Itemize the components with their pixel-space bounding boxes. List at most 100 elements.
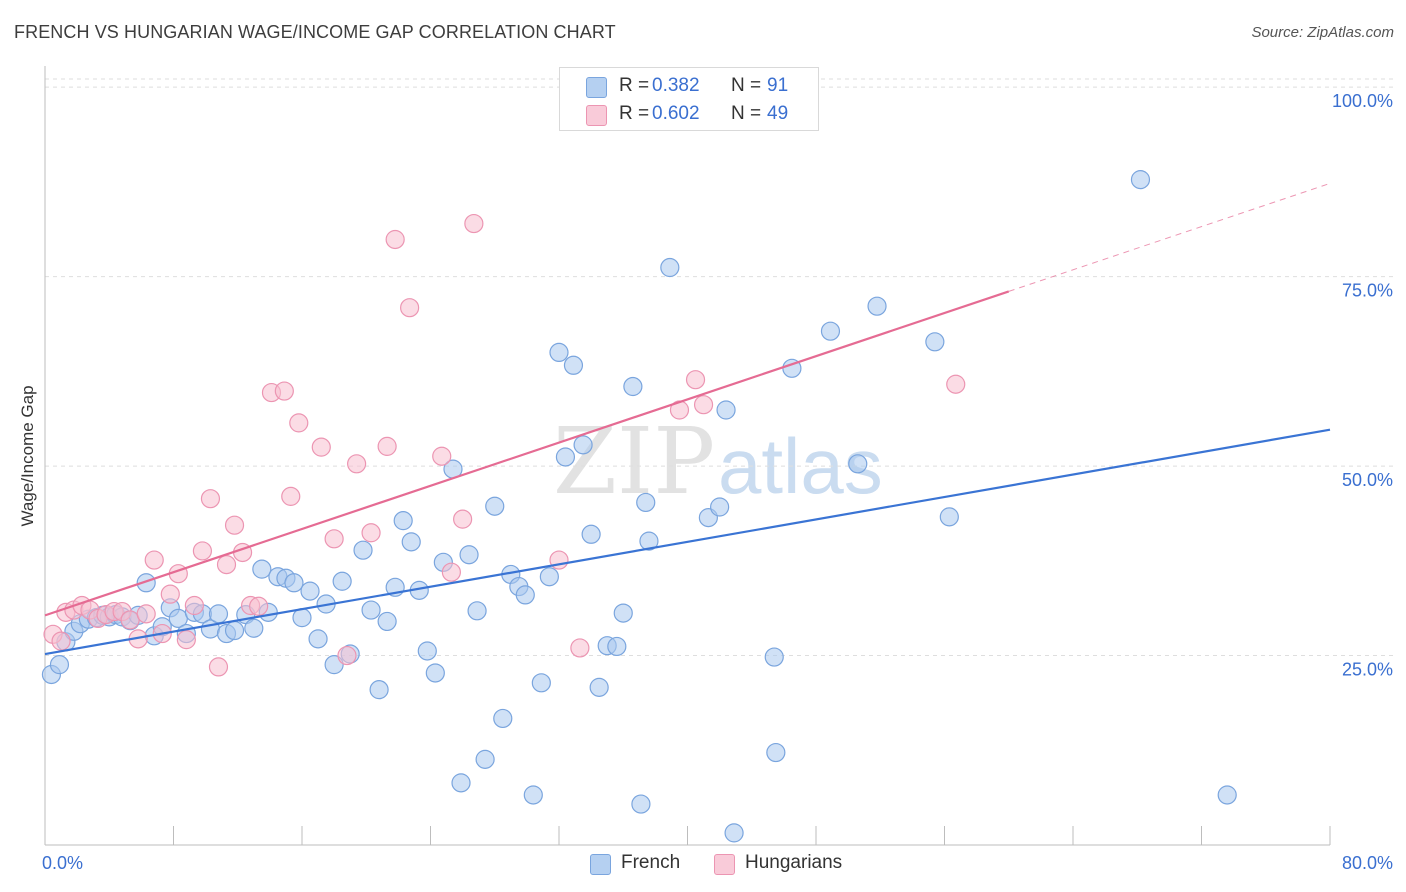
point-french xyxy=(252,559,272,579)
n-label: N = xyxy=(731,103,762,124)
y-tick-label: 25.0% xyxy=(1342,660,1393,680)
n-value: 49 xyxy=(767,103,789,124)
point-french xyxy=(1217,785,1237,805)
y-axis-label: Wage/Income Gap xyxy=(18,385,37,527)
point-hungarians xyxy=(281,486,301,506)
point-hungarians xyxy=(441,562,461,582)
point-french xyxy=(308,629,328,649)
point-french xyxy=(49,655,70,675)
point-hungarians xyxy=(361,523,381,543)
point-hungarians xyxy=(144,550,164,570)
point-hungarians xyxy=(184,595,204,616)
point-french xyxy=(563,355,584,375)
point-french xyxy=(581,524,601,544)
point-french xyxy=(589,677,609,697)
point-french xyxy=(631,794,651,814)
stats-legend: R = 0.382 N = 91 R = 0.602 N = 49 xyxy=(559,67,819,131)
hungarians-swatch xyxy=(586,105,607,126)
point-french xyxy=(475,749,495,769)
point-french xyxy=(515,585,535,605)
trend-lines xyxy=(44,182,1331,656)
point-hungarians xyxy=(224,515,245,535)
point-french xyxy=(549,342,569,363)
point-hungarians xyxy=(176,630,196,650)
point-french xyxy=(244,618,264,638)
r-value: 0.602 xyxy=(652,103,700,124)
point-french xyxy=(716,400,736,420)
data-points xyxy=(41,170,1237,843)
point-french xyxy=(401,532,421,552)
point-hungarians xyxy=(311,437,331,457)
point-french xyxy=(459,545,479,565)
hungarians-swatch xyxy=(714,854,735,875)
point-french xyxy=(939,507,959,527)
point-french xyxy=(1130,170,1151,190)
x-tick-label: 0.0% xyxy=(42,853,83,873)
point-french xyxy=(136,573,156,593)
point-french xyxy=(417,641,437,661)
point-french xyxy=(724,823,744,843)
point-hungarians xyxy=(464,213,484,234)
n-value: 91 xyxy=(767,75,789,96)
point-hungarians xyxy=(685,370,706,390)
point-french xyxy=(636,492,656,513)
point-hungarians xyxy=(377,436,397,456)
point-french xyxy=(660,257,680,278)
n-label: N = xyxy=(731,75,762,96)
point-hungarians xyxy=(693,395,714,415)
point-hungarians xyxy=(216,554,237,575)
point-french xyxy=(361,600,381,620)
point-hungarians xyxy=(385,229,405,250)
point-hungarians xyxy=(400,298,420,318)
series-french xyxy=(41,170,1237,843)
trend-extension-hungarians xyxy=(1008,182,1331,292)
point-hungarians xyxy=(192,541,213,561)
point-french xyxy=(766,742,786,763)
x-tick-label: 80.0% xyxy=(1342,853,1393,873)
point-hungarians xyxy=(274,381,294,401)
trend-line-hungarians xyxy=(44,290,1010,617)
point-hungarians xyxy=(946,374,966,394)
point-hungarians xyxy=(51,631,71,651)
french-swatch xyxy=(586,77,607,98)
point-french xyxy=(224,620,245,641)
point-french xyxy=(607,636,627,657)
point-french xyxy=(539,567,559,587)
point-french xyxy=(369,680,389,700)
point-hungarians xyxy=(249,596,269,616)
point-french xyxy=(451,773,471,793)
point-french xyxy=(353,540,373,560)
point-hungarians xyxy=(453,509,473,529)
point-french xyxy=(493,708,513,729)
point-hungarians xyxy=(337,645,357,666)
point-french xyxy=(925,332,945,352)
point-french xyxy=(555,447,576,467)
point-hungarians xyxy=(289,413,309,433)
point-french xyxy=(425,663,445,683)
point-hungarians xyxy=(208,657,229,677)
y-tick-label: 100.0% xyxy=(1332,91,1393,111)
point-hungarians xyxy=(136,604,156,624)
point-french xyxy=(764,647,784,667)
point-hungarians xyxy=(324,529,344,549)
french-swatch xyxy=(590,854,611,875)
point-french xyxy=(531,673,551,693)
r-value: 0.382 xyxy=(652,75,700,96)
point-french xyxy=(710,497,730,517)
axes xyxy=(44,66,1331,846)
point-french xyxy=(848,454,868,474)
point-hungarians xyxy=(200,489,221,509)
point-french xyxy=(467,601,487,621)
point-hungarians xyxy=(120,610,140,630)
point-french xyxy=(639,531,659,551)
point-french xyxy=(332,571,352,591)
point-french xyxy=(613,603,633,623)
tick-labels: 25.0% 50.0% 75.0% 100.0% 0.0% 80.0% xyxy=(42,91,1393,873)
y-tick-label: 50.0% xyxy=(1342,470,1393,490)
point-french xyxy=(523,785,543,805)
point-french xyxy=(623,376,643,397)
point-french xyxy=(393,511,413,531)
gridlines xyxy=(45,78,1394,657)
point-french xyxy=(867,296,887,316)
